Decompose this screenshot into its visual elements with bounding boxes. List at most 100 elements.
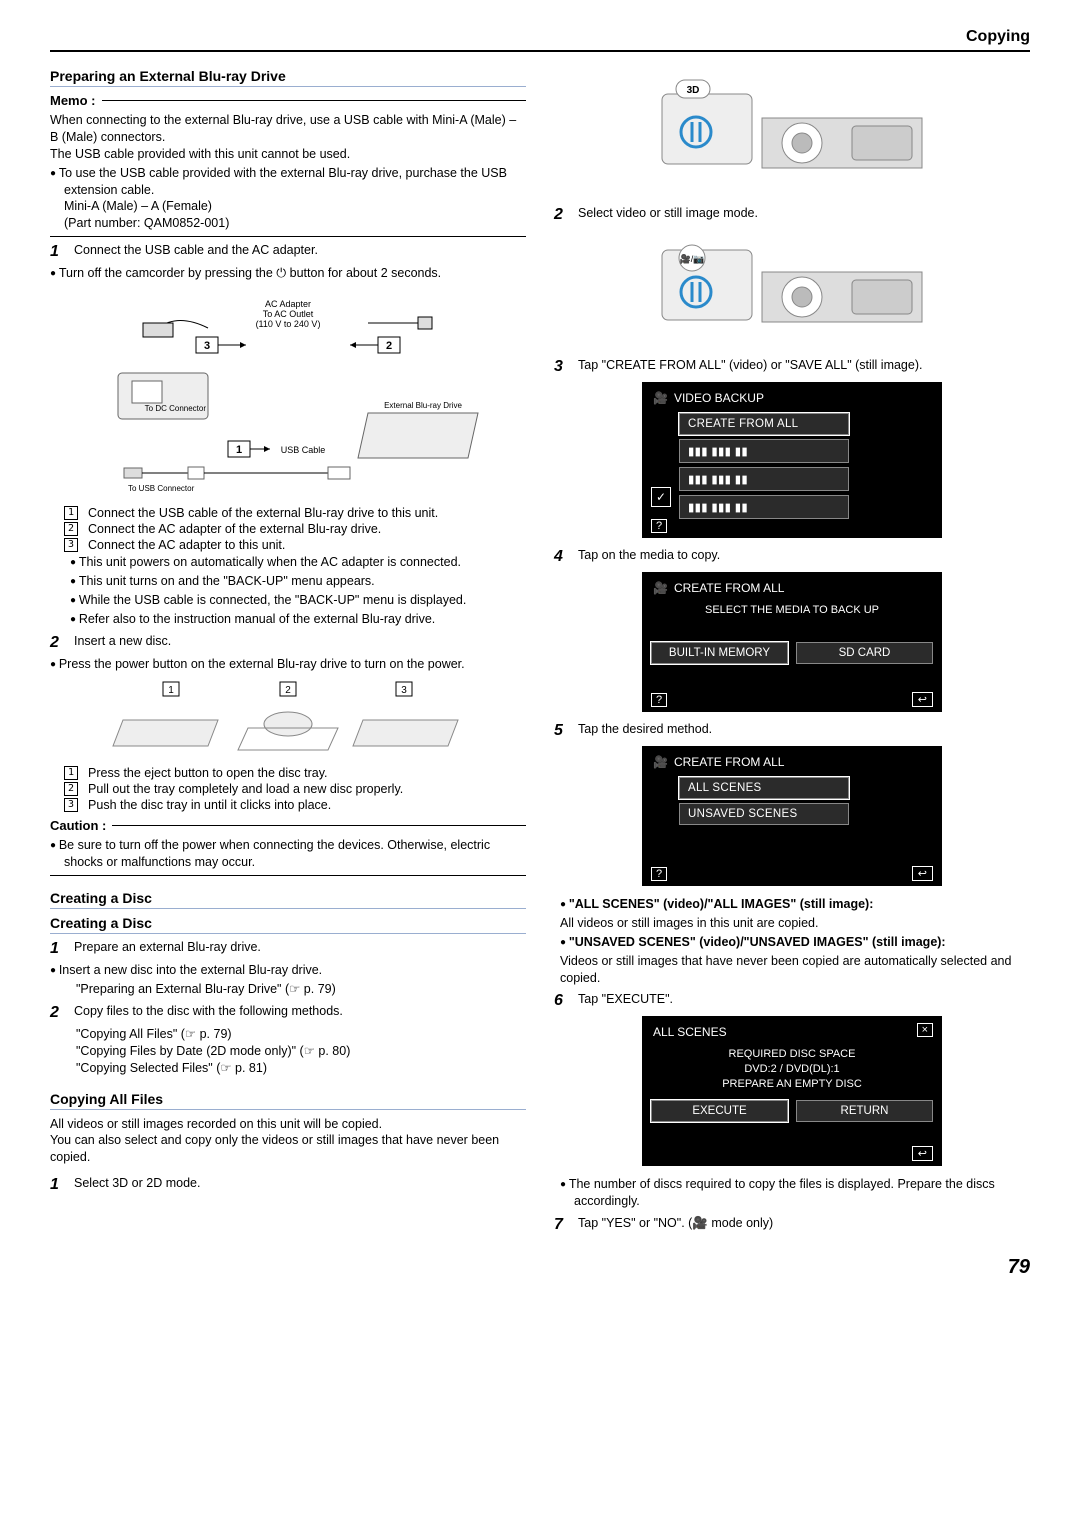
svg-text:To DC Connector: To DC Connector: [145, 404, 207, 413]
diagram-tray: 1 2 3: [60, 678, 517, 758]
screen4-title: CREATE FROM ALL: [674, 581, 784, 595]
btn-placeholder-2[interactable]: ▮▮▮ ▮▮▮ ▮▮: [679, 467, 849, 491]
section-prepare-drive: Preparing an External Blu-ray Drive: [50, 68, 526, 87]
video-icon: 🎥: [653, 391, 668, 405]
svg-text:🎥/📷: 🎥/📷: [680, 253, 705, 264]
screen6-title: ALL SCENES: [653, 1025, 727, 1039]
back-icon[interactable]: ↩: [912, 1146, 933, 1161]
btn-sd-card[interactable]: SD CARD: [796, 642, 933, 664]
svg-text:1: 1: [236, 444, 242, 456]
caution-label: Caution :: [50, 818, 106, 833]
s2-bullet: Press the power button on the external B…: [64, 656, 526, 673]
caution-end-rule: [50, 875, 526, 876]
s5-b2: "UNSAVED SCENES" (video)/"UNSAVED IMAGES…: [574, 934, 1030, 951]
back-icon[interactable]: ↩: [912, 866, 933, 881]
screen6-l2: DVD:2 / DVD(DL):1: [651, 1062, 933, 1077]
btn-placeholder-3[interactable]: ▮▮▮ ▮▮▮ ▮▮: [679, 495, 849, 519]
help-icon[interactable]: ?: [651, 519, 667, 533]
step-1: 1 Connect the USB cable and the AC adapt…: [50, 243, 526, 261]
memo-end-rule: [50, 236, 526, 237]
svg-text:3D: 3D: [687, 85, 700, 96]
screen-execute: ALL SCENES × REQUIRED DISC SPACE DVD:2 /…: [642, 1016, 942, 1166]
camcorder-3d-illustration: 3D: [642, 68, 942, 198]
svg-text:3: 3: [204, 340, 210, 352]
video-icon: 🎥: [653, 581, 668, 595]
svg-text:AC Adapter: AC Adapter: [265, 299, 311, 309]
left-column: Preparing an External Blu-ray Drive Memo…: [50, 62, 526, 1238]
scroll-down-icon[interactable]: ✓: [651, 487, 671, 507]
svg-text:2: 2: [285, 685, 291, 696]
section-creating-disc-1: Creating a Disc: [50, 890, 526, 909]
cd2-r3: "Copying Selected Files" (☞ p. 81): [50, 1060, 526, 1077]
btn-builtin-memory[interactable]: BUILT-IN MEMORY: [651, 642, 788, 664]
svg-text:3: 3: [401, 685, 407, 696]
caution-header: Caution :: [50, 818, 526, 833]
screen5-title: CREATE FROM ALL: [674, 755, 784, 769]
right-column: 3D 2 Select video or still image mode. 🎥…: [554, 62, 1030, 1238]
svg-text:To USB Connector: To USB Connector: [128, 484, 195, 493]
help-icon[interactable]: ?: [651, 867, 667, 881]
cd1-bullet: Insert a new disc into the external Blu-…: [64, 962, 526, 979]
r-step-3: 3 Tap "CREATE FROM ALL" (video) or "SAVE…: [554, 358, 1030, 376]
svg-text:1: 1: [168, 685, 174, 696]
r-step-2: 2 Select video or still image mode.: [554, 206, 1030, 224]
video-icon: 🎥: [653, 755, 668, 769]
btn-execute[interactable]: EXECUTE: [651, 1100, 788, 1122]
caution-bullet: Be sure to turn off the power when conne…: [64, 837, 526, 871]
cd1-ref: "Preparing an External Blu-ray Drive" (☞…: [50, 981, 526, 998]
screen3-title: VIDEO BACKUP: [674, 391, 764, 405]
s5-p1: All videos or still images in this unit …: [554, 915, 1030, 932]
memo-header: Memo :: [50, 93, 526, 108]
section-creating-disc-2: Creating a Disc: [50, 915, 526, 934]
ca-p1: All videos or still images recorded on t…: [50, 1116, 526, 1133]
ca-p2: You can also select and copy only the vi…: [50, 1132, 526, 1166]
screen-video-backup: 🎥 VIDEO BACKUP CREATE FROM ALL ▮▮▮ ▮▮▮ ▮▮…: [642, 382, 942, 538]
btn-return[interactable]: RETURN: [796, 1100, 933, 1122]
btn-unsaved-scenes[interactable]: UNSAVED SCENES: [679, 803, 849, 825]
screen6-l3: PREPARE AN EMPTY DISC: [651, 1077, 933, 1092]
memo-text-1: When connecting to the external Blu-ray …: [50, 112, 526, 146]
cd-step-1: 1 Prepare an external Blu-ray drive.: [50, 940, 526, 958]
btn-all-scenes[interactable]: ALL SCENES: [679, 777, 849, 799]
screen6-l1: REQUIRED DISC SPACE: [651, 1047, 933, 1062]
cd-step-2: 2 Copy files to the disc with the follow…: [50, 1004, 526, 1022]
screen4-subtitle: SELECT THE MEDIA TO BACK UP: [651, 603, 933, 618]
screen-method: 🎥 CREATE FROM ALL ALL SCENES UNSAVED SCEN…: [642, 746, 942, 886]
section-copying-all: Copying All Files: [50, 1091, 526, 1110]
btn-create-from-all[interactable]: CREATE FROM ALL: [679, 413, 849, 435]
sub-3: 3Connect the AC adapter to this unit.: [64, 538, 526, 552]
back-icon[interactable]: ↩: [912, 692, 933, 707]
s5-p2: Videos or still images that have never b…: [554, 953, 1030, 987]
svg-text:To AC Outlet: To AC Outlet: [263, 309, 314, 319]
sub-1: 1Connect the USB cable of the external B…: [64, 506, 526, 520]
r-step-5: 5 Tap the desired method.: [554, 722, 1030, 740]
r-step-6: 6 Tap "EXECUTE".: [554, 992, 1030, 1010]
camcorder-mode-illustration: 🎥/📷: [642, 230, 942, 350]
cd2-r2: "Copying Files by Date (2D mode only)" (…: [50, 1043, 526, 1060]
tray-2: 2Pull out the tray completely and load a…: [64, 782, 526, 796]
svg-text:USB Cable: USB Cable: [281, 445, 326, 455]
header-rule: Copying: [50, 28, 1030, 52]
diagram-connections: AC Adapter To AC Outlet (110 V to 240 V)…: [60, 288, 517, 498]
s1-note-4: Refer also to the instruction manual of …: [84, 611, 526, 628]
tray-3: 3Push the disc tray in until it clicks i…: [64, 798, 526, 812]
help-icon[interactable]: ?: [651, 693, 667, 707]
btn-placeholder-1[interactable]: ▮▮▮ ▮▮▮ ▮▮: [679, 439, 849, 463]
screen-select-media: 🎥 CREATE FROM ALL SELECT THE MEDIA TO BAC…: [642, 572, 942, 712]
memo-line-2: (Part number: QAM0852-001): [64, 215, 526, 232]
s1-note-2: This unit turns on and the "BACK-UP" men…: [84, 573, 526, 590]
sub-2: 2Connect the AC adapter of the external …: [64, 522, 526, 536]
close-icon[interactable]: ×: [917, 1023, 933, 1037]
step-2: 2 Insert a new disc.: [50, 634, 526, 652]
tray-1: 1Press the eject button to open the disc…: [64, 766, 526, 780]
step1-bullet-power: Turn off the camcorder by pressing the ⏻…: [64, 265, 526, 282]
svg-text:2: 2: [386, 340, 392, 352]
svg-text:External Blu-ray Drive: External Blu-ray Drive: [384, 401, 462, 410]
s6-b1: The number of discs required to copy the…: [574, 1176, 1030, 1210]
memo-label: Memo :: [50, 93, 96, 108]
memo-text-2: The USB cable provided with this unit ca…: [50, 146, 526, 163]
header-category: Copying: [50, 28, 1030, 50]
svg-text:(110 V to 240 V): (110 V to 240 V): [256, 319, 321, 329]
memo-line-1: Mini-A (Male) – A (Female): [64, 198, 526, 215]
ca-step-1: 1 Select 3D or 2D mode.: [50, 1176, 526, 1194]
